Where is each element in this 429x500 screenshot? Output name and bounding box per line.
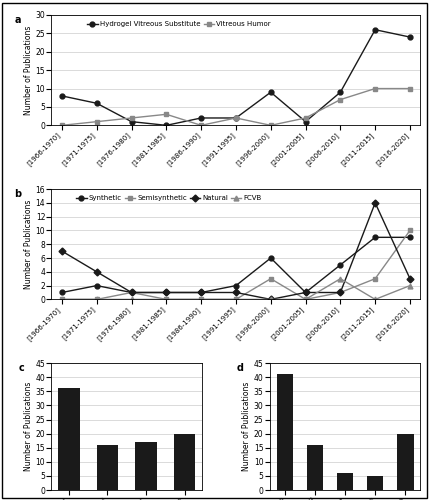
Natural xyxy=(94,269,99,275)
FCVB xyxy=(164,296,169,302)
Natural xyxy=(408,276,413,281)
Vitreous Humor xyxy=(164,112,169,117)
Synthetic xyxy=(199,290,204,296)
Synthetic xyxy=(303,290,308,296)
Text: d: d xyxy=(237,363,244,373)
Line: Natural: Natural xyxy=(60,200,412,302)
Hydrogel Vitreous Substitute xyxy=(129,118,134,124)
Text: c: c xyxy=(18,363,24,373)
FCVB xyxy=(373,296,378,302)
Line: FCVB: FCVB xyxy=(60,276,412,302)
Semisynthetic xyxy=(94,296,99,302)
Line: Vitreous Humor: Vitreous Humor xyxy=(60,86,412,128)
Synthetic xyxy=(408,234,413,240)
Vitreous Humor xyxy=(94,118,99,124)
Y-axis label: Number of Publications: Number of Publications xyxy=(24,200,33,289)
Hydrogel Vitreous Substitute xyxy=(268,89,273,95)
FCVB xyxy=(199,296,204,302)
Natural xyxy=(233,290,239,296)
Bar xyxy=(337,473,353,490)
Hydrogel Vitreous Substitute xyxy=(199,115,204,121)
Semisynthetic xyxy=(233,296,239,302)
Line: Semisynthetic: Semisynthetic xyxy=(60,228,412,302)
Natural xyxy=(164,290,169,296)
Bar xyxy=(307,445,323,490)
Bar xyxy=(174,434,195,490)
Synthetic xyxy=(268,255,273,261)
Semisynthetic xyxy=(303,296,308,302)
Synthetic xyxy=(94,282,99,288)
Bar xyxy=(397,434,414,490)
Vitreous Humor xyxy=(373,86,378,91)
Vitreous Humor xyxy=(233,115,239,121)
Bar xyxy=(277,374,293,490)
Synthetic xyxy=(129,290,134,296)
Synthetic xyxy=(59,290,64,296)
Synthetic xyxy=(233,282,239,288)
FCVB xyxy=(338,276,343,281)
Hydrogel Vitreous Substitute xyxy=(94,100,99,106)
Line: Synthetic: Synthetic xyxy=(60,235,412,295)
Natural xyxy=(303,290,308,296)
Y-axis label: Number of Publications: Number of Publications xyxy=(242,382,251,471)
FCVB xyxy=(268,296,273,302)
Synthetic xyxy=(373,234,378,240)
Hydrogel Vitreous Substitute xyxy=(59,93,64,99)
FCVB xyxy=(303,296,308,302)
Semisynthetic xyxy=(199,296,204,302)
Hydrogel Vitreous Substitute xyxy=(164,122,169,128)
Bar xyxy=(367,476,384,490)
FCVB xyxy=(408,282,413,288)
Vitreous Humor xyxy=(408,86,413,91)
Bar xyxy=(136,442,157,490)
Natural xyxy=(199,290,204,296)
FCVB xyxy=(129,296,134,302)
Vitreous Humor xyxy=(129,115,134,121)
Hydrogel Vitreous Substitute xyxy=(233,115,239,121)
Vitreous Humor xyxy=(199,122,204,128)
Hydrogel Vitreous Substitute xyxy=(373,26,378,32)
Text: a: a xyxy=(15,15,21,25)
Legend: Synthetic, Semisynthetic, Natural, FCVB: Synthetic, Semisynthetic, Natural, FCVB xyxy=(73,192,264,204)
FCVB xyxy=(94,296,99,302)
Bar xyxy=(58,388,79,490)
Synthetic xyxy=(338,262,343,268)
Natural xyxy=(338,290,343,296)
Y-axis label: Number of Publications: Number of Publications xyxy=(24,382,33,471)
Line: Hydrogel Vitreous Substitute: Hydrogel Vitreous Substitute xyxy=(60,28,412,128)
Synthetic xyxy=(164,290,169,296)
Semisynthetic xyxy=(164,296,169,302)
FCVB xyxy=(233,296,239,302)
Hydrogel Vitreous Substitute xyxy=(408,34,413,40)
Vitreous Humor xyxy=(338,96,343,102)
Legend: Hydrogel Vitreous Substitute, Vitreous Humor: Hydrogel Vitreous Substitute, Vitreous H… xyxy=(85,18,274,30)
Semisynthetic xyxy=(338,290,343,296)
Hydrogel Vitreous Substitute xyxy=(338,89,343,95)
Semisynthetic xyxy=(129,290,134,296)
Semisynthetic xyxy=(59,296,64,302)
Natural xyxy=(373,200,378,206)
Hydrogel Vitreous Substitute xyxy=(303,118,308,124)
Semisynthetic xyxy=(408,228,413,234)
Vitreous Humor xyxy=(268,122,273,128)
Y-axis label: Number of Publications: Number of Publications xyxy=(24,26,33,115)
Text: b: b xyxy=(15,189,22,199)
Semisynthetic xyxy=(268,276,273,281)
Bar xyxy=(97,445,118,490)
Vitreous Humor xyxy=(59,122,64,128)
Natural xyxy=(268,296,273,302)
Natural xyxy=(59,248,64,254)
Natural xyxy=(129,290,134,296)
Vitreous Humor xyxy=(303,115,308,121)
FCVB xyxy=(59,296,64,302)
Semisynthetic xyxy=(373,276,378,281)
